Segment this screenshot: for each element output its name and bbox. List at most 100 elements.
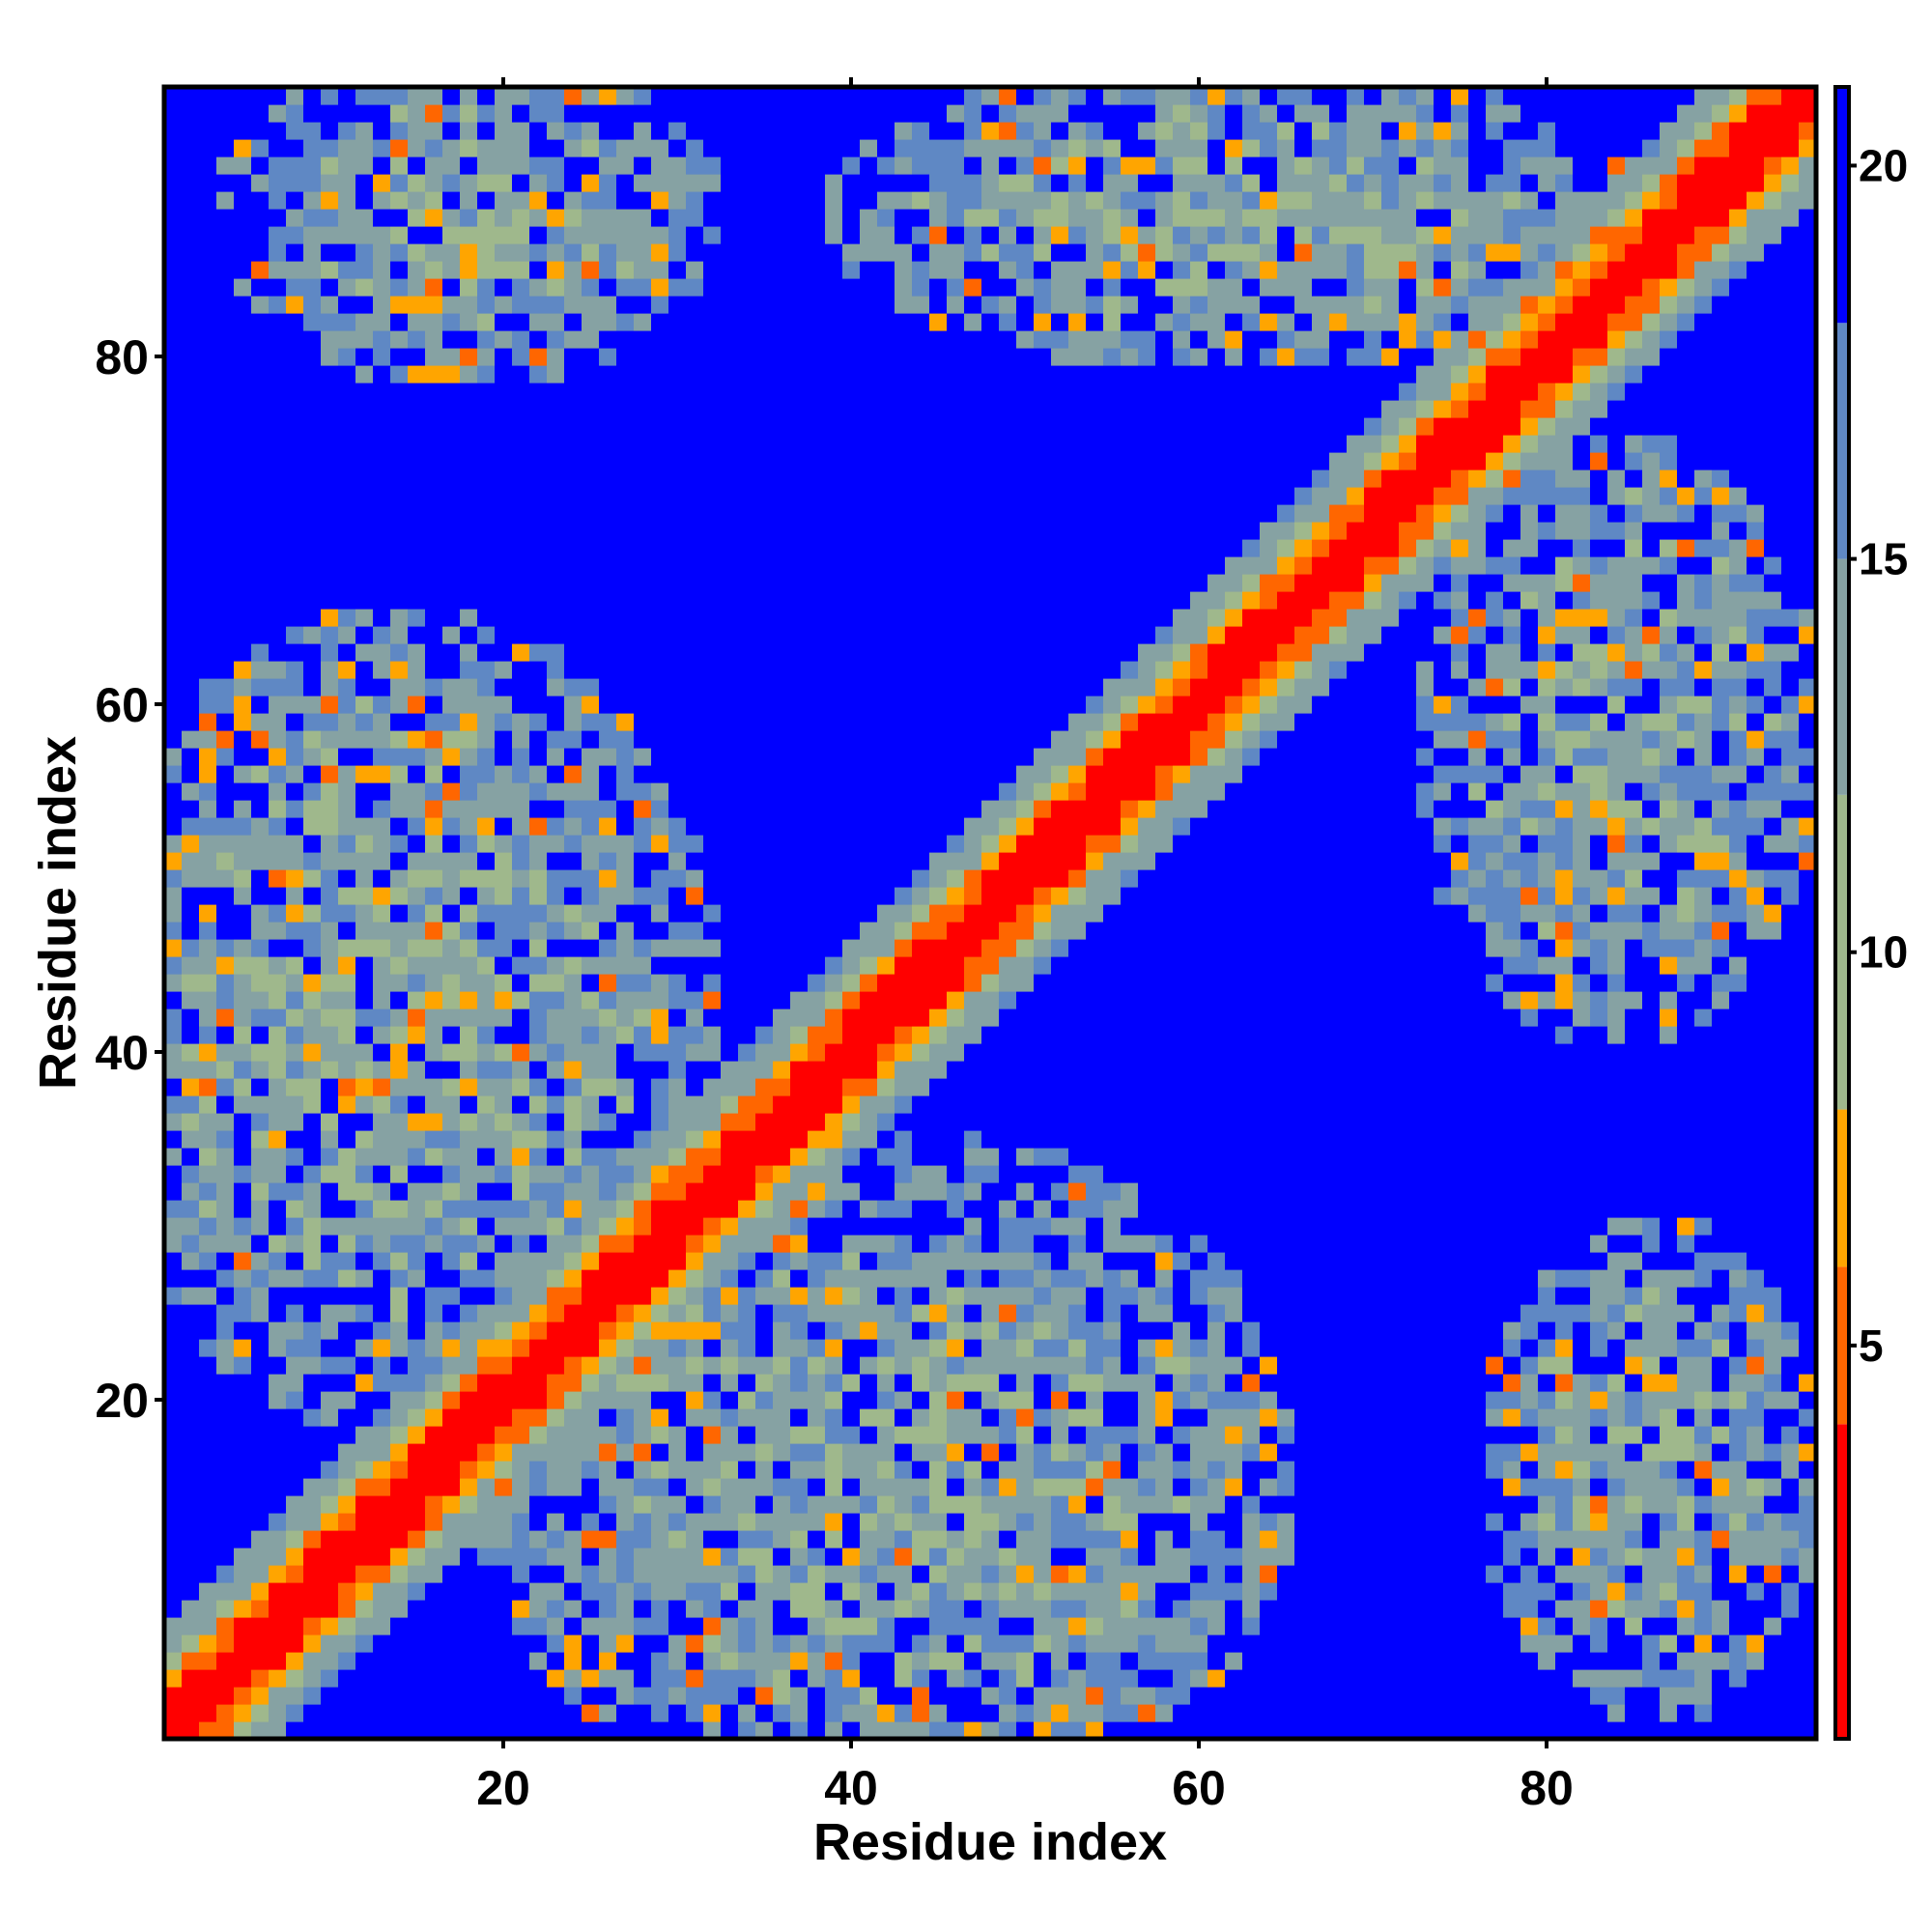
heatmap-cell xyxy=(495,209,513,227)
heatmap-cell xyxy=(755,122,774,140)
heatmap-cell xyxy=(269,974,287,992)
heatmap-cell xyxy=(912,400,930,418)
heatmap-cell xyxy=(1034,1321,1052,1340)
heatmap-cell xyxy=(860,1704,878,1722)
heatmap-cell xyxy=(999,365,1017,384)
heatmap-cell xyxy=(773,400,791,418)
heatmap-cell xyxy=(564,1721,582,1740)
heatmap-cell xyxy=(1016,1391,1035,1409)
heatmap-cell xyxy=(442,1043,461,1062)
heatmap-cell xyxy=(651,122,669,140)
heatmap-cell xyxy=(495,1287,513,1305)
heatmap-cell xyxy=(199,1061,217,1079)
heatmap-cell xyxy=(721,174,739,192)
heatmap-cell xyxy=(547,1078,565,1096)
heatmap-cell xyxy=(234,1113,252,1131)
heatmap-cell xyxy=(164,1374,183,1392)
heatmap-cell xyxy=(808,1669,826,1688)
heatmap-cell xyxy=(1016,1374,1035,1392)
heatmap-cell xyxy=(634,209,652,227)
heatmap-cell xyxy=(755,1287,774,1305)
heatmap-cell xyxy=(564,1513,582,1531)
heatmap-cell xyxy=(999,383,1017,401)
heatmap-cell xyxy=(634,1078,652,1096)
heatmap-cell xyxy=(547,887,565,905)
heatmap-cell xyxy=(512,696,530,714)
heatmap-cell xyxy=(321,939,339,957)
heatmap-cell xyxy=(860,1408,878,1427)
heatmap-cell xyxy=(442,1495,461,1514)
heatmap-cell xyxy=(390,765,409,783)
heatmap-cell xyxy=(582,1061,600,1079)
heatmap-cell xyxy=(269,1669,287,1688)
heatmap-cell xyxy=(1068,1113,1087,1131)
heatmap-cell xyxy=(790,1513,809,1531)
heatmap-cell xyxy=(529,974,548,992)
heatmap-cell xyxy=(1068,852,1087,870)
heatmap-cell xyxy=(355,1548,374,1566)
heatmap-cell xyxy=(616,156,635,175)
heatmap-cell xyxy=(964,696,982,714)
heatmap-cell xyxy=(338,1321,356,1340)
heatmap-cell xyxy=(929,1217,948,1236)
heatmap-cell xyxy=(164,939,183,957)
heatmap-cell xyxy=(964,1426,982,1444)
heatmap-cell xyxy=(1051,869,1069,888)
heatmap-cell xyxy=(373,800,391,818)
heatmap-cell xyxy=(355,800,374,818)
heatmap-cell xyxy=(269,626,287,644)
heatmap-cell xyxy=(495,1235,513,1253)
heatmap-cell xyxy=(1051,1617,1069,1635)
heatmap-cell xyxy=(773,1165,791,1183)
heatmap-cell xyxy=(616,556,635,575)
heatmap-cell xyxy=(790,748,809,766)
heatmap-cell xyxy=(825,991,843,1009)
heatmap-cell xyxy=(269,1200,287,1218)
heatmap-cell xyxy=(738,626,756,644)
heatmap-cell xyxy=(338,1043,356,1062)
heatmap-cell xyxy=(947,1026,965,1044)
heatmap-cell xyxy=(842,383,861,401)
heatmap-cell xyxy=(773,922,791,940)
heatmap-cell xyxy=(773,469,791,488)
heatmap-cell xyxy=(599,1061,617,1079)
heatmap-cell xyxy=(373,278,391,297)
heatmap-cell xyxy=(1034,1617,1052,1635)
heatmap-cell xyxy=(703,1165,722,1183)
heatmap-cell xyxy=(808,365,826,384)
heatmap-cell xyxy=(529,1548,548,1566)
heatmap-cell xyxy=(668,1565,687,1583)
heatmap-cell xyxy=(408,1356,426,1375)
heatmap-cell xyxy=(199,1269,217,1288)
heatmap-cell xyxy=(755,435,774,453)
heatmap-cell xyxy=(599,1217,617,1236)
heatmap-cell xyxy=(164,1582,183,1601)
heatmap-cell xyxy=(895,1043,913,1062)
heatmap-cell xyxy=(668,383,687,401)
heatmap-cell xyxy=(808,1200,826,1218)
heatmap-cell xyxy=(651,469,669,488)
heatmap-cell xyxy=(529,1287,548,1305)
heatmap-cell xyxy=(303,1530,322,1548)
heatmap-cell xyxy=(964,974,982,992)
heatmap-cell xyxy=(460,522,478,540)
heatmap-cell xyxy=(721,852,739,870)
heatmap-cell xyxy=(286,313,304,331)
heatmap-cell xyxy=(755,696,774,714)
heatmap-cell xyxy=(825,974,843,992)
heatmap-cell xyxy=(964,1321,982,1340)
heatmap-cell xyxy=(355,417,374,436)
heatmap-cell xyxy=(981,678,1000,696)
heatmap-cell xyxy=(564,1548,582,1566)
heatmap-cell xyxy=(668,522,687,540)
heatmap-cell xyxy=(790,296,809,314)
heatmap-cell xyxy=(460,1235,478,1253)
heatmap-cell xyxy=(616,1130,635,1149)
heatmap-cell xyxy=(321,104,339,123)
heatmap-cell xyxy=(912,1235,930,1253)
heatmap-cell xyxy=(755,365,774,384)
heatmap-cell xyxy=(1034,1391,1052,1409)
heatmap-cell xyxy=(703,609,722,627)
heatmap-cell xyxy=(842,1061,861,1079)
heatmap-cell xyxy=(703,278,722,297)
